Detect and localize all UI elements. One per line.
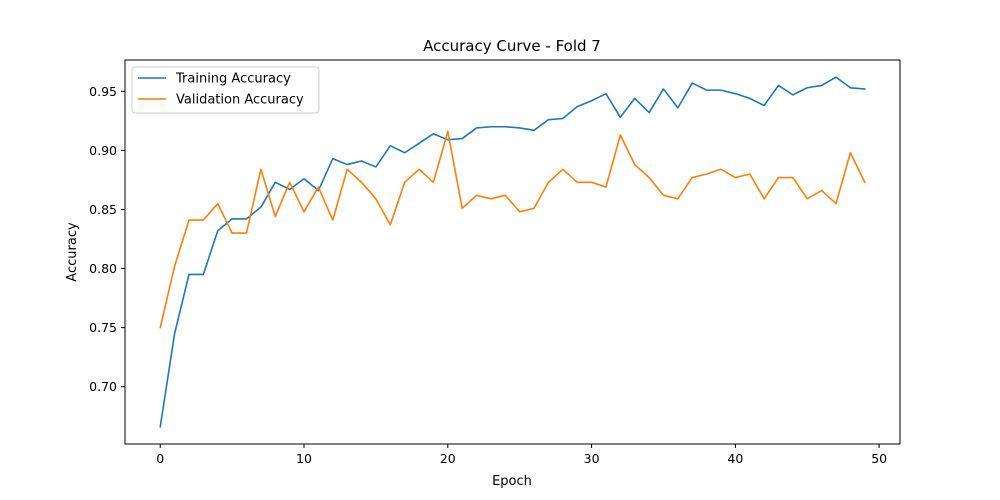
y-tick-label: 0.70 [89,379,117,394]
x-tick-label: 30 [584,451,600,466]
plot-frame [124,59,901,445]
legend-label: Validation Accuracy [176,93,304,108]
x-tick-label: 50 [871,451,887,466]
y-tick-label: 0.75 [89,320,117,335]
legend-label: Training Accuracy [175,72,291,87]
series-line-training [159,76,866,428]
series-line-validation [159,130,866,329]
y-tick-label: 0.90 [89,143,117,158]
series-layer [159,76,866,428]
y-axis-label: Accuracy [65,222,80,282]
chart-title: Accuracy Curve - Fold 7 [423,37,601,55]
legend-frame [131,66,320,114]
x-tick-label: 10 [296,451,312,466]
x-tick-label: 0 [156,451,164,466]
x-axis-label: Epoch [492,474,532,489]
y-tick-label: 0.80 [89,261,117,276]
y-tick-label: 0.85 [89,202,117,217]
legend: Training Accuracy Validation Accuracy [131,66,320,114]
y-tick-label: 0.95 [89,84,117,99]
x-tick-label: 40 [727,451,743,466]
ticks-layer: 0 10 20 30 40 50 0.70 0.75 0.80 0.85 0.90 0.95 [89,84,887,466]
x-tick-label: 20 [440,451,456,466]
